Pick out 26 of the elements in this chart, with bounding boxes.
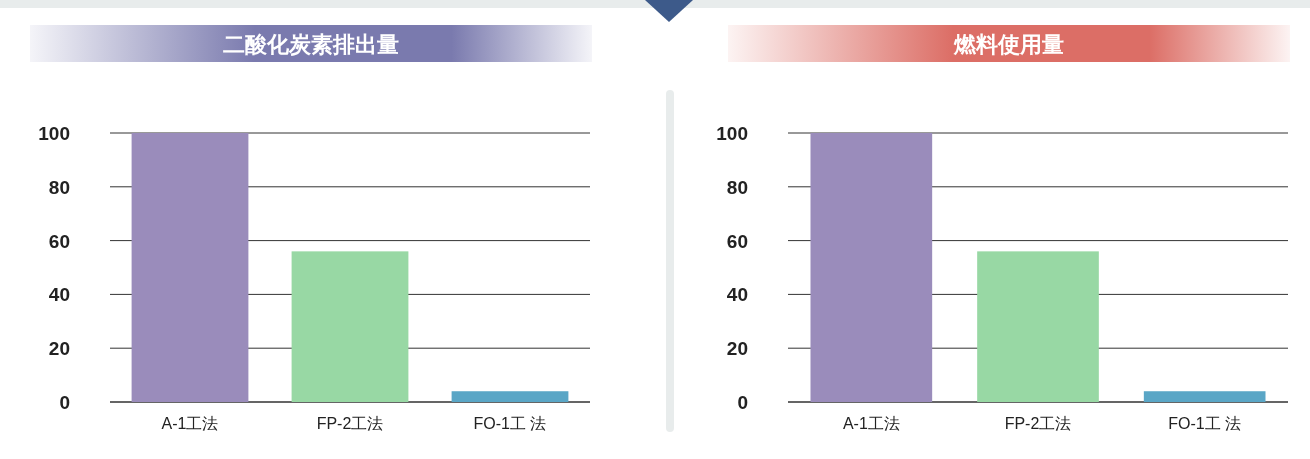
bar xyxy=(291,251,409,402)
bar xyxy=(810,133,933,402)
chart-title: 燃料使用量 xyxy=(953,32,1064,57)
y-tick-label: 40 xyxy=(726,284,748,306)
bar xyxy=(131,133,249,402)
x-tick-label: FP-2工法 xyxy=(1004,415,1072,432)
y-tick-label: 0 xyxy=(59,392,70,413)
y-tick-label: 80 xyxy=(48,176,70,198)
y-tick-label: 40 xyxy=(48,284,70,306)
y-tick-label: 100 xyxy=(716,123,748,144)
y-tick-label: 20 xyxy=(726,338,748,360)
x-tick-label: FP-2工法 xyxy=(316,415,384,432)
y-tick-label: 80 xyxy=(726,176,748,198)
y-tick-label: 60 xyxy=(726,230,748,252)
x-tick-label: FO-1工 法 xyxy=(1168,415,1242,432)
x-tick-label: A-1工法 xyxy=(842,415,900,432)
bar xyxy=(1143,391,1266,402)
y-tick-label: 0 xyxy=(737,392,748,413)
y-tick-label: 60 xyxy=(48,230,70,252)
chart-title: 二酸化炭素排出量 xyxy=(223,32,399,57)
bar xyxy=(977,251,1099,402)
y-tick-label: 20 xyxy=(48,338,70,360)
y-tick-label: 100 xyxy=(38,123,70,144)
x-tick-label: FO-1工 法 xyxy=(473,415,547,432)
x-tick-label: A-1工法 xyxy=(161,415,219,432)
bar xyxy=(451,391,569,402)
